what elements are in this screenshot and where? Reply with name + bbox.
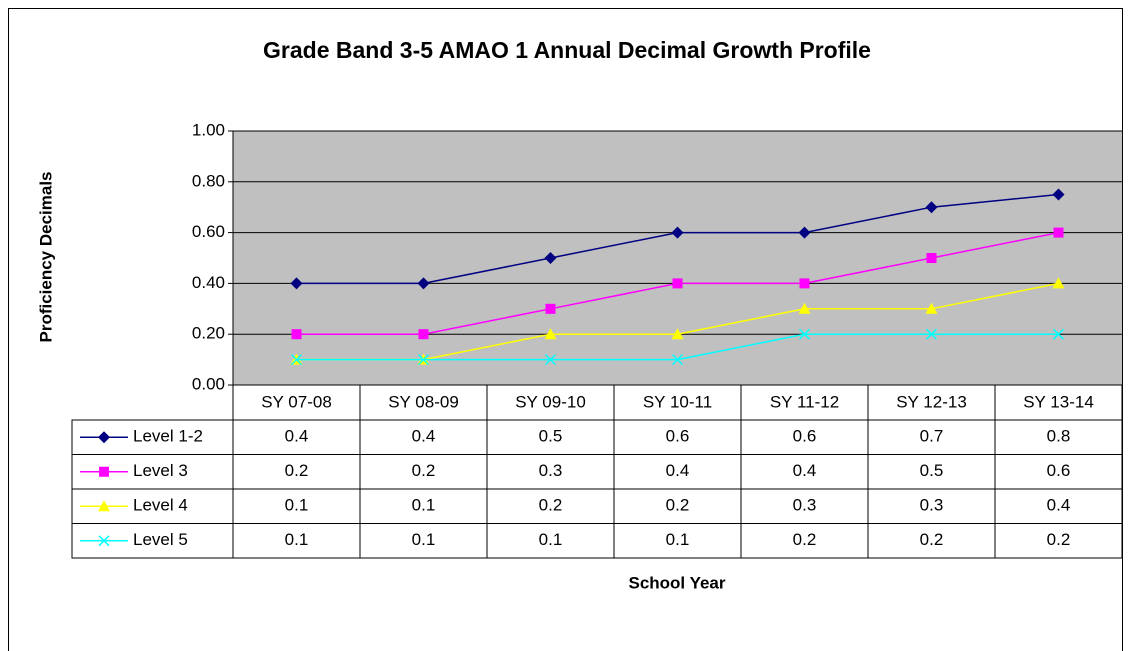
x-tick-label: SY 07-08: [261, 392, 332, 411]
marker: [291, 329, 302, 340]
y-axis-label: Proficiency Decimals: [36, 171, 55, 342]
chart-title: Grade Band 3-5 AMAO 1 Annual Decimal Gro…: [263, 37, 871, 63]
table-value: 0.2: [539, 496, 563, 515]
legend-marker: [98, 500, 110, 512]
marker: [1052, 188, 1065, 201]
marker: [544, 252, 557, 264]
table-value: 0.5: [920, 461, 944, 480]
table-value: 0.2: [793, 530, 817, 549]
marker: [544, 354, 557, 366]
marker: [545, 303, 556, 314]
table-value: 0.2: [1047, 530, 1071, 549]
table-value: 0.4: [666, 461, 690, 480]
table-value: 0.3: [920, 496, 944, 515]
marker: [290, 277, 303, 290]
legend-marker: [98, 431, 110, 444]
table-value: 0.1: [285, 496, 309, 515]
legend-label: Level 5: [133, 530, 188, 549]
y-tick-label: 0.40: [192, 273, 225, 292]
table-value: 0.4: [793, 461, 817, 480]
marker: [925, 302, 938, 314]
legend-label: Level 1-2: [133, 427, 203, 446]
table-value: 0.4: [412, 427, 436, 446]
x-axis-label: School Year: [628, 573, 725, 592]
x-tick-label: SY 09-10: [515, 392, 586, 411]
table-value: 0.6: [1047, 461, 1071, 480]
marker: [544, 328, 557, 340]
legend-marker: [98, 535, 110, 547]
y-tick-label: 0.60: [192, 222, 225, 241]
plot-area: [233, 131, 1122, 385]
marker: [798, 302, 811, 314]
x-tick-label: SY 12-13: [896, 392, 967, 411]
marker: [672, 278, 683, 289]
y-tick-label: 0.80: [192, 171, 225, 190]
legend-marker: [99, 466, 109, 477]
marker: [1052, 277, 1065, 289]
table-value: 0.2: [285, 461, 309, 480]
marker: [798, 328, 811, 340]
marker: [926, 253, 937, 263]
table-value: 0.2: [920, 530, 944, 549]
table-value: 0.1: [539, 530, 563, 549]
table-value: 0.3: [539, 461, 563, 480]
table-value: 0.4: [1047, 496, 1071, 515]
table-value: 0.1: [285, 530, 309, 549]
table-value: 0.1: [412, 496, 436, 515]
table-value: 0.3: [793, 496, 817, 515]
table-value: 0.6: [793, 427, 817, 446]
y-tick-label: 1.00: [192, 120, 225, 139]
marker: [925, 328, 938, 340]
table-value: 0.5: [539, 427, 563, 446]
marker: [671, 226, 684, 239]
marker: [1053, 227, 1064, 238]
marker: [671, 328, 684, 340]
table-value: 0.4: [285, 427, 309, 446]
table-value: 0.7: [920, 427, 944, 446]
table-value: 0.6: [666, 427, 690, 446]
y-tick-label: 0.00: [192, 374, 225, 393]
marker: [417, 354, 430, 366]
marker: [1052, 328, 1065, 340]
table-value: 0.2: [412, 461, 436, 480]
table-value: 0.2: [666, 496, 690, 515]
marker: [418, 329, 429, 340]
table-value: 0.1: [412, 530, 436, 549]
x-tick-label: SY 08-09: [388, 392, 459, 411]
marker: [799, 278, 810, 289]
legend-label: Level 4: [133, 496, 188, 515]
marker: [290, 354, 303, 366]
y-tick-label: 0.20: [192, 324, 225, 343]
x-tick-label: SY 10-11: [643, 392, 712, 411]
table-value: 0.1: [666, 530, 690, 549]
x-tick-label: SY 11-12: [770, 392, 839, 411]
table-value: 0.8: [1047, 427, 1071, 446]
legend-label: Level 3: [133, 461, 188, 480]
marker: [417, 277, 430, 290]
marker: [925, 201, 938, 214]
marker: [798, 226, 811, 239]
marker: [671, 354, 684, 366]
x-tick-label: SY 13-14: [1023, 392, 1094, 411]
